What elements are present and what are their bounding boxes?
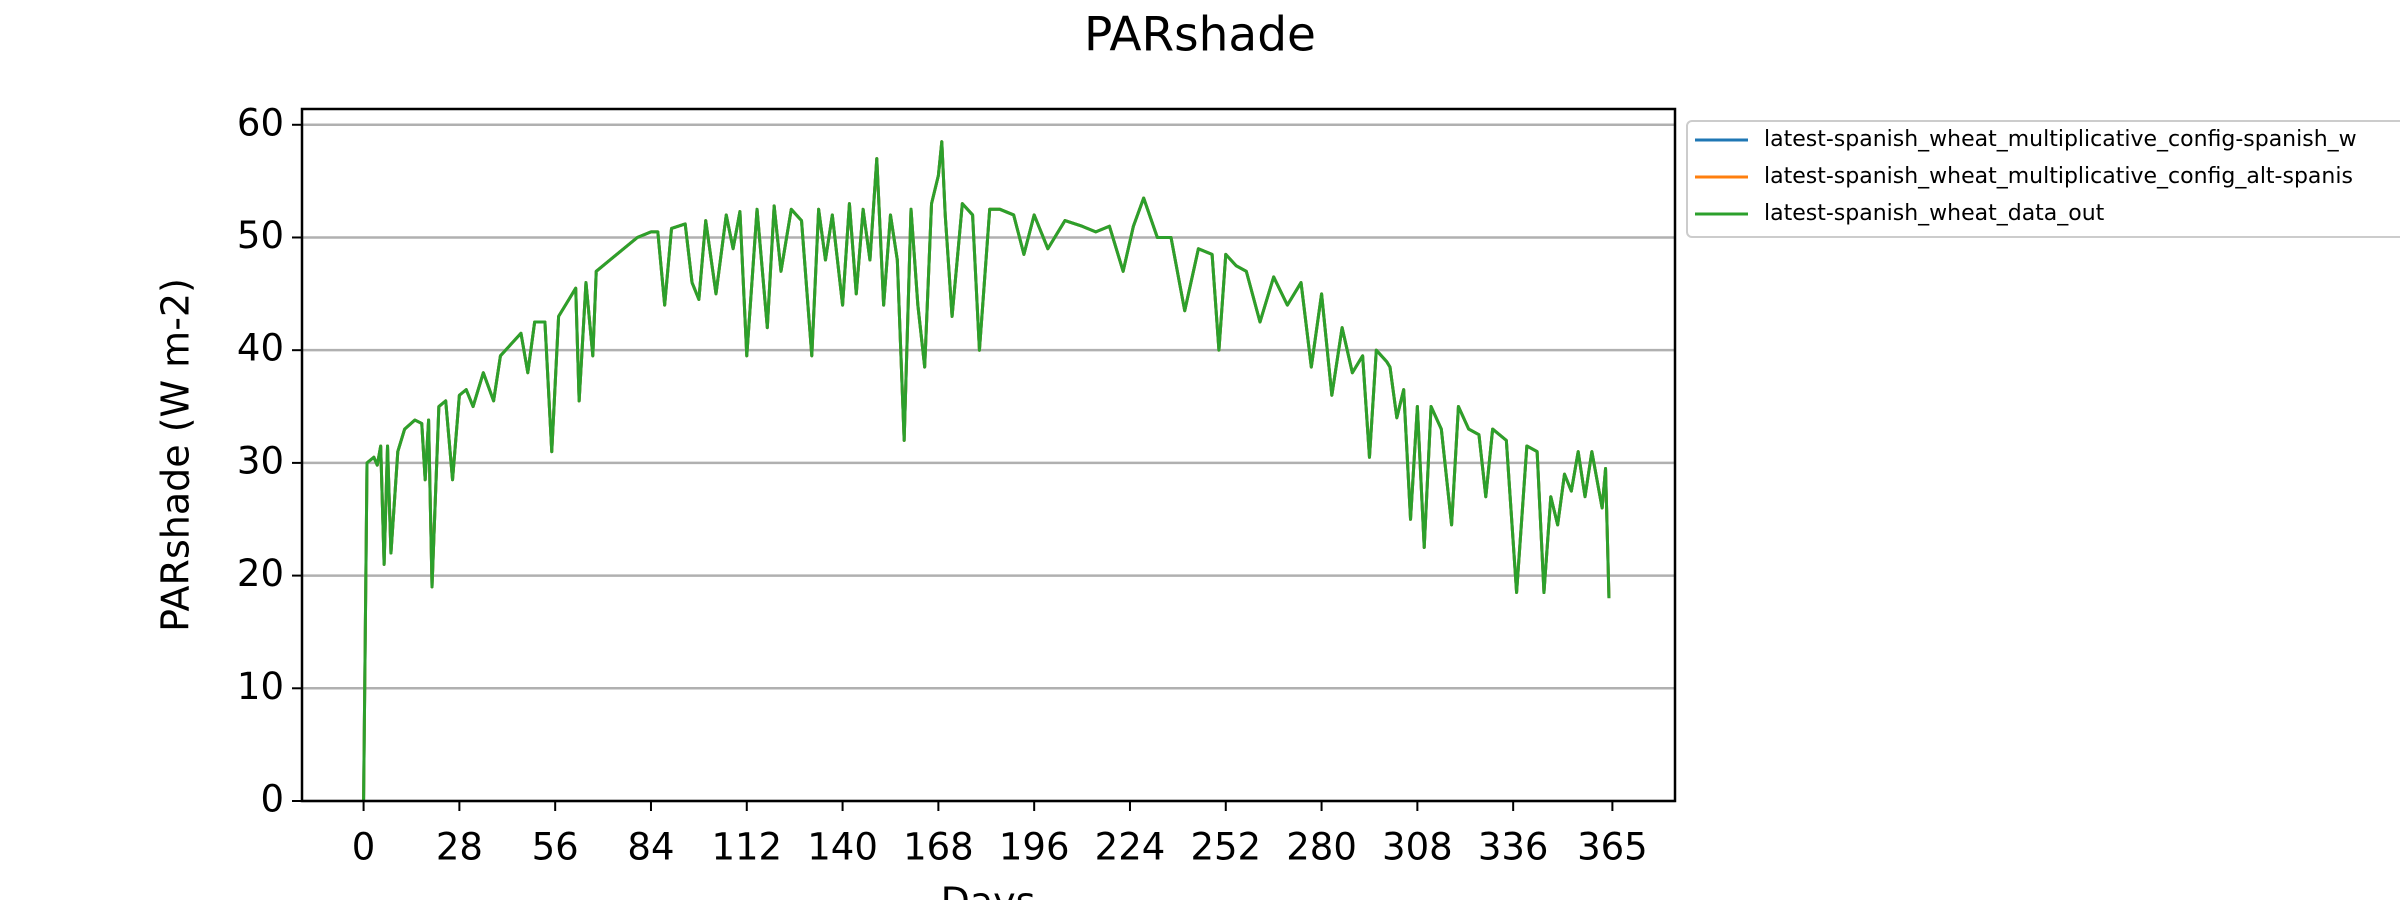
x-tick-label: 28 <box>436 826 483 869</box>
x-tick-label: 112 <box>711 826 782 869</box>
legend-label: latest-spanish_wheat_multiplicative_conf… <box>1764 164 2353 189</box>
x-tick-label: 224 <box>1095 826 1166 869</box>
legend: latest-spanish_wheat_multiplicative_conf… <box>1686 120 2400 238</box>
y-tick-label: 30 <box>237 439 284 482</box>
x-tick-label: 336 <box>1478 826 1549 869</box>
x-tick-label: 280 <box>1286 826 1357 869</box>
x-tick-label: 308 <box>1382 826 1453 869</box>
x-axis-label: Days <box>941 880 1036 900</box>
legend-label: latest-spanish_wheat_data_out <box>1764 201 2105 226</box>
legend-box <box>1686 120 2400 238</box>
y-tick-label: 60 <box>237 101 284 144</box>
x-tick-label: 168 <box>903 826 974 869</box>
chart-title: PARshade <box>1084 8 1316 63</box>
y-axis-label: PARshade (W m-2) <box>154 278 198 632</box>
y-tick-label: 0 <box>260 778 284 821</box>
x-tick-label: 140 <box>807 826 878 869</box>
y-tick-label: 40 <box>237 327 284 370</box>
x-tick-label: 196 <box>999 826 1070 869</box>
x-tick-label: 84 <box>627 826 674 869</box>
x-tick-label: 252 <box>1190 826 1261 869</box>
legend-label: latest-spanish_wheat_multiplicative_conf… <box>1764 127 2357 152</box>
x-tick-label: 0 <box>352 826 376 869</box>
x-tick-label: 365 <box>1577 826 1648 869</box>
y-tick-label: 10 <box>237 665 284 708</box>
y-tick-label: 20 <box>237 552 284 595</box>
data-line <box>362 140 1611 802</box>
y-tick-label: 50 <box>237 214 284 257</box>
plot-frame <box>300 107 1677 803</box>
x-tick-label: 56 <box>532 826 579 869</box>
